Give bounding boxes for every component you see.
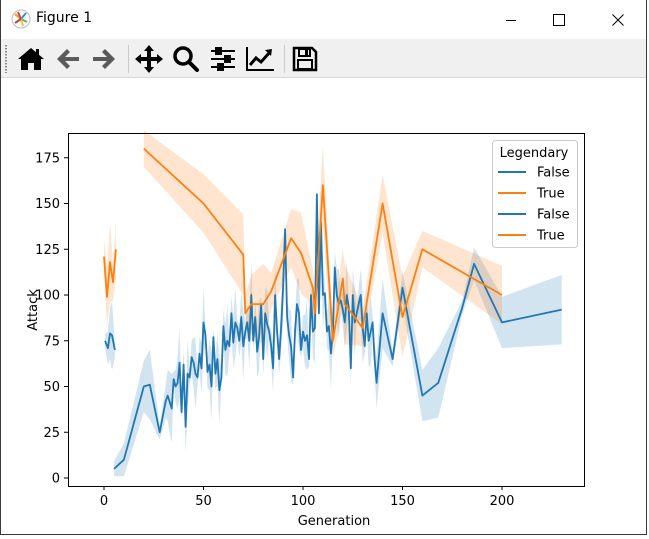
floppy-disk-icon [292,46,318,72]
series-line-true [103,249,117,298]
home-icon [18,48,44,70]
move-icon [135,45,163,73]
window-title: Figure 1 [36,10,93,26]
y-axis-label: Attack [26,289,41,331]
y-tick-label: 100 [35,289,60,304]
legend-title: Legendary [500,146,569,161]
plot-area[interactable]: 0 50 100 150 200 0 25 50 75 100 125 150 175 Generat… [1,78,648,535]
legend-label: True [536,187,565,202]
home-button[interactable] [15,43,47,75]
y-tick-label: 150 [35,197,60,212]
save-button[interactable] [289,43,321,75]
x-tick-label: 100 [291,494,316,509]
x-tick-label: 50 [195,494,212,509]
legend-label: False [537,208,570,223]
sliders-icon [211,47,235,71]
arrow-right-icon [93,49,115,69]
back-button[interactable] [52,43,84,75]
magnifier-icon [173,46,199,72]
close-icon [612,13,624,26]
arrow-left-icon [57,49,79,69]
y-tick-label: 50 [43,380,60,395]
configure-subplots-button[interactable] [207,43,239,75]
series-line-false [113,193,562,470]
maximize-button[interactable] [536,0,582,39]
y-tick-label: 0 [52,472,60,487]
zoom-button[interactable] [170,43,202,75]
toolbar-separator [128,45,129,73]
x-tick-label: 150 [390,494,415,509]
matplotlib-logo-icon [11,9,31,29]
axes-frame [68,133,585,487]
toolbar-separator [284,45,285,73]
y-tick-label: 25 [43,426,60,441]
y-tick-label: 175 [35,151,60,166]
x-tick-label: 0 [100,494,108,509]
close-button[interactable] [595,0,641,39]
legend[interactable]: Legendary False True False True [492,140,578,248]
y-tick-label: 125 [35,243,60,258]
x-axis-ticks: 0 50 100 150 200 [100,486,515,509]
x-axis-label: Generation [298,514,371,529]
pan-button[interactable] [133,43,165,75]
x-tick-label: 200 [490,494,515,509]
series-line-true [143,147,503,342]
toolbar-grip[interactable] [5,45,7,73]
series-line-false [104,332,116,351]
title-bar[interactable]: Figure 1 [1,0,646,39]
navigation-toolbar [1,39,646,78]
minimize-icon [506,19,516,21]
edit-axis-button[interactable] [244,43,276,75]
maximize-icon [553,13,565,26]
data-lines [103,147,562,470]
legend-label: True [536,229,565,244]
forward-button[interactable] [88,43,120,75]
figure-canvas[interactable]: 0 50 100 150 200 0 25 50 75 100 125 150 175 Generat… [1,78,648,535]
line-chart-icon [246,47,274,71]
minimize-button[interactable] [488,0,534,39]
y-tick-label: 75 [43,334,60,349]
y-axis-ticks: 0 25 50 75 100 125 150 175 [35,151,68,487]
legend-label: False [537,166,570,181]
